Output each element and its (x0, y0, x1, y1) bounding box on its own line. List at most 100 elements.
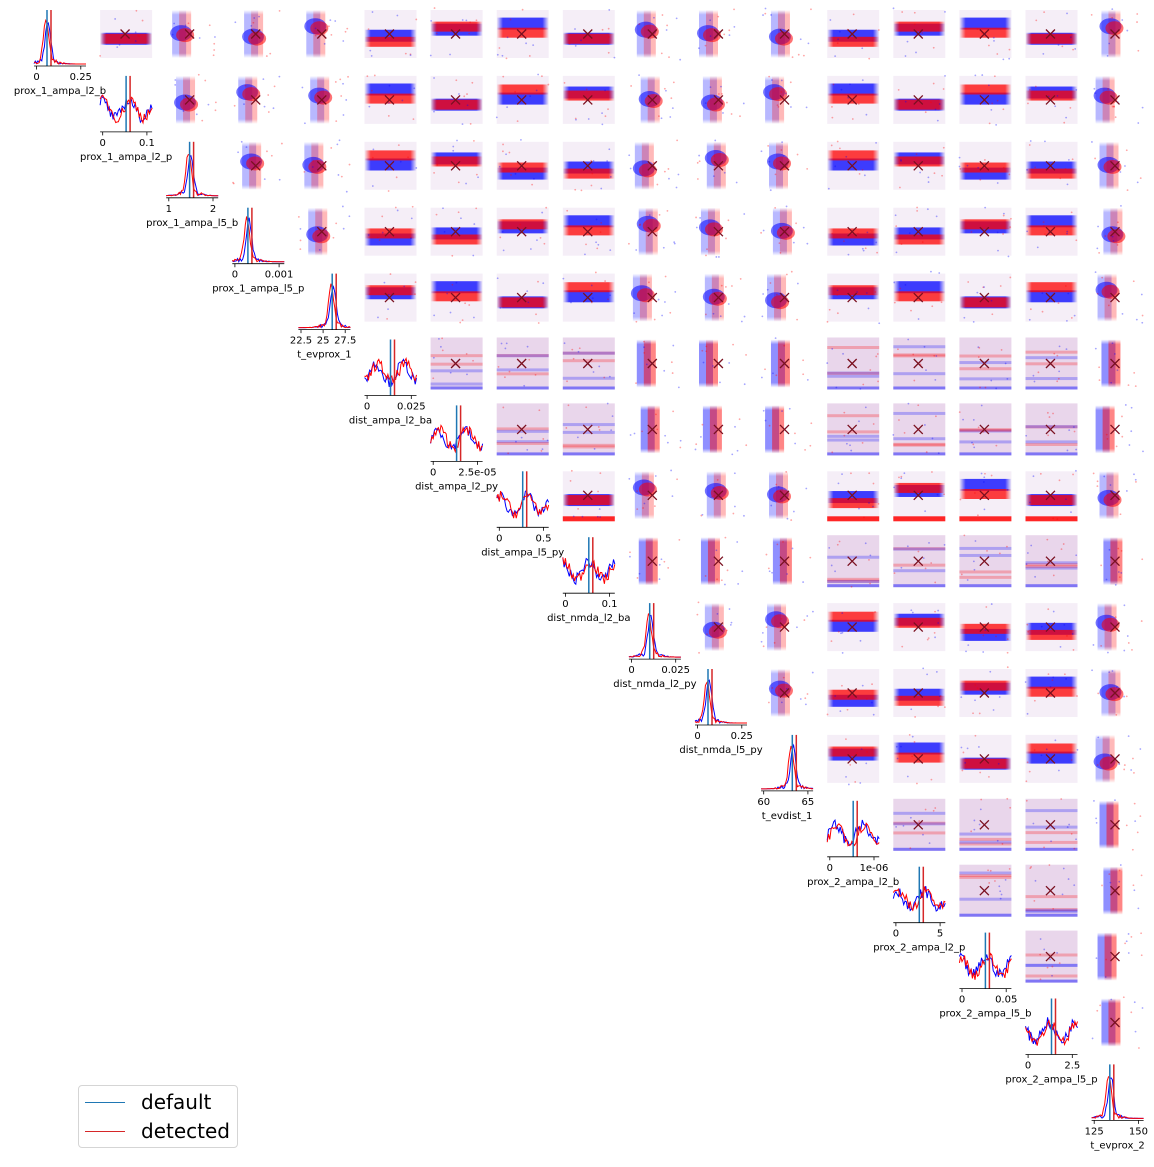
scatter-point (595, 218, 598, 221)
scatter-panel-prox_2_ampa_l2_p-vs-t_evprox_2 (1101, 864, 1143, 915)
scatter-point (366, 75, 369, 78)
scatter-point (303, 170, 306, 173)
scatter-point (720, 579, 723, 582)
scatter-point (655, 413, 657, 416)
scatter-point (974, 684, 977, 686)
scatter-panel-dist_ampa_l2_py-vs-prox_2_ampa_l2_b (827, 403, 880, 456)
scatter-point (664, 434, 667, 437)
scatter-point (1008, 173, 1011, 176)
scatter-point (786, 573, 789, 575)
scatter-point (1025, 434, 1028, 437)
scatter-panel-dist_ampa_l2_ba-vs-dist_nmda_l2_ba (562, 337, 615, 390)
detected-marker (713, 490, 724, 501)
scatter-point (805, 106, 808, 109)
scatter-point (932, 82, 935, 85)
histogram-curve-red (33, 18, 86, 65)
axis-label: dist_nmda_l2_ba (547, 613, 630, 624)
scatter-point (403, 285, 406, 288)
scatter-point (941, 174, 943, 177)
scatter-point (841, 473, 843, 476)
scatter-point (845, 776, 847, 778)
scatter-point (899, 287, 902, 290)
scatter-point (1039, 953, 1042, 956)
scatter-point (1109, 881, 1112, 884)
scatter-point (508, 370, 511, 373)
scatter-point (466, 104, 469, 107)
scatter-point (760, 231, 763, 234)
scatter-panel-prox_1_ampa_l5_b-vs-prox_1_ampa_l5_p (232, 140, 283, 190)
scatter-point (1139, 748, 1142, 750)
scatter-point (976, 687, 979, 690)
scatter-point (934, 807, 937, 809)
scatter-point (643, 502, 646, 505)
scatter-panel-prox_2_ampa_l2_b-vs-prox_2_ampa_l2_p (893, 798, 946, 851)
scatter-point (1112, 239, 1115, 242)
scatter-panel-prox_1_ampa_l2_b-vs-dist_nmda_l2_py (634, 10, 682, 61)
tick-label: 0 (628, 665, 634, 676)
scatter-point (971, 441, 973, 444)
scatter-point (1051, 974, 1053, 977)
scatter-point (972, 443, 975, 446)
scatter-point (791, 56, 794, 59)
scatter-point (368, 105, 371, 108)
scatter-panel-prox_1_ampa_l5_p-vs-t_evprox_1 (297, 205, 351, 256)
detected-marker (316, 160, 327, 171)
histogram-curve-red (761, 745, 814, 790)
scatter-point (1034, 166, 1037, 169)
scatter-point (1070, 759, 1073, 761)
scatter-point (939, 695, 942, 697)
scatter-point (999, 890, 1002, 893)
scatter-point (842, 352, 844, 355)
scatter-point (904, 100, 907, 103)
scatter-point (312, 159, 315, 162)
scatter-point (804, 449, 806, 451)
scatter-panel-prox_1_ampa_l5_b-vs-dist_nmda_l2_ba (562, 141, 615, 192)
scatter-point (790, 106, 792, 108)
scatter-point (410, 237, 412, 240)
density-band (893, 437, 946, 441)
scatter-point (1093, 800, 1095, 802)
scatter-point (1041, 310, 1044, 313)
scatter-panel-prox_1_ampa_l2_p-vs-dist_ampa_l2_ba (364, 74, 417, 124)
scatter-point (1113, 353, 1116, 355)
scatter-point (1034, 575, 1036, 578)
scatter-point (1002, 58, 1005, 61)
scatter-point (1134, 820, 1137, 822)
scatter-point (723, 628, 725, 630)
scatter-point (764, 368, 766, 371)
density-band (562, 516, 615, 522)
scatter-point (642, 507, 644, 509)
scatter-point (328, 25, 330, 28)
scatter-point (446, 292, 449, 295)
scatter-point (795, 222, 797, 225)
scatter-point (1025, 563, 1028, 566)
scatter-point (528, 358, 531, 361)
scatter-point (1091, 1037, 1094, 1040)
scatter-point (895, 825, 898, 828)
detected-marker (979, 226, 990, 237)
scatter-point (716, 479, 719, 481)
scatter-point (970, 231, 973, 233)
scatter-point (984, 206, 987, 209)
scatter-point (1110, 998, 1113, 1001)
scatter-panel-t_evdist_1-vs-prox_2_ampa_l5_b (959, 734, 1012, 783)
scatter-point (658, 214, 661, 216)
scatter-point (695, 216, 697, 219)
scatter-point (1073, 884, 1076, 887)
axis-label: prox_2_ampa_l2_p (873, 943, 965, 954)
scatter-point (1131, 848, 1134, 851)
detected-marker (450, 29, 461, 39)
scatter-point (1067, 292, 1070, 295)
scatter-point (1044, 140, 1046, 143)
scatter-point (657, 298, 660, 301)
scatter-point (340, 175, 343, 178)
scatter-panel-dist_ampa_l2_ba-vs-prox_2_ampa_l5_p (1025, 337, 1078, 390)
detected-marker (847, 29, 858, 39)
scatter-point (1028, 501, 1031, 504)
scatter-point (258, 15, 260, 18)
scatter-panel-prox_1_ampa_l5_p-vs-dist_ampa_l2_py (430, 207, 483, 257)
scatter-point (771, 79, 773, 81)
detected-marker (582, 29, 593, 39)
scatter-point (542, 438, 545, 440)
